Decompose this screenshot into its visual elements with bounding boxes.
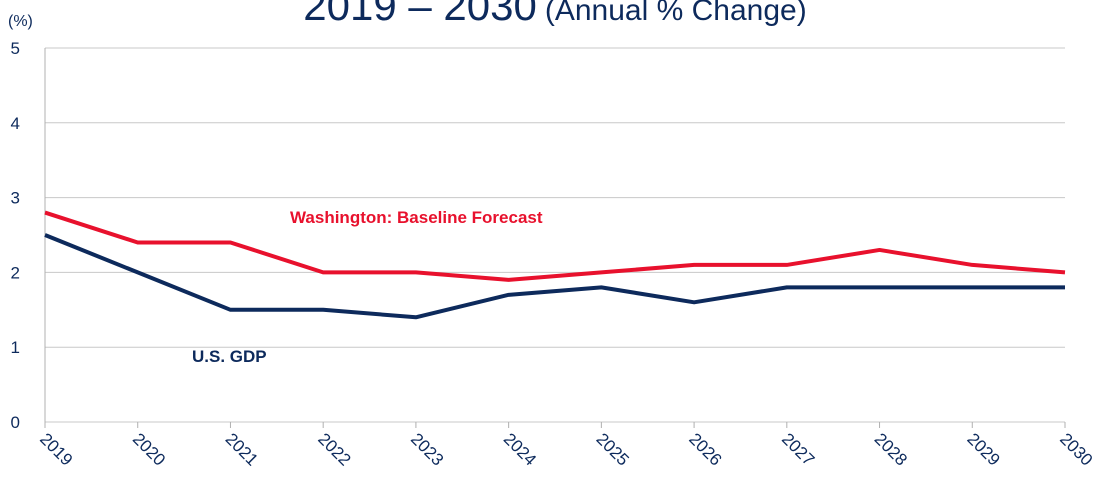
x-tick-label: 2027	[778, 429, 818, 469]
chart-title: 2019 – 2030 (Annual % Change)	[303, 0, 806, 29]
x-tick-label: 2020	[129, 429, 169, 469]
x-tick-label: 2028	[871, 429, 911, 469]
x-tick-label: 2024	[500, 429, 540, 469]
series-label: U.S. GDP	[192, 347, 267, 366]
x-tick-label: 2019	[36, 429, 76, 469]
x-tick-label: 2023	[407, 429, 447, 469]
x-tick-label: 2025	[593, 429, 633, 469]
x-tick-label: 2021	[222, 429, 262, 469]
y-tick-label: 0	[11, 413, 20, 432]
title-main: 2019 – 2030	[303, 0, 537, 29]
series-label: Washington: Baseline Forecast	[290, 208, 543, 227]
y-tick-label: 3	[11, 189, 20, 208]
series-line	[44, 233, 1065, 320]
title-sub: (Annual % Change)	[545, 0, 807, 27]
series-line	[44, 210, 1066, 282]
x-tick-label: 2029	[963, 429, 1003, 469]
x-tick-label: 2022	[314, 429, 354, 469]
y-axis-label: (%)	[8, 13, 33, 30]
y-tick-label: 4	[11, 114, 20, 133]
y-tick-label: 5	[11, 39, 20, 58]
x-tick-label: 2030	[1056, 429, 1096, 469]
y-tick-label: 1	[11, 338, 20, 357]
y-tick-label: 2	[11, 263, 20, 282]
x-tick-label: 2026	[685, 429, 725, 469]
